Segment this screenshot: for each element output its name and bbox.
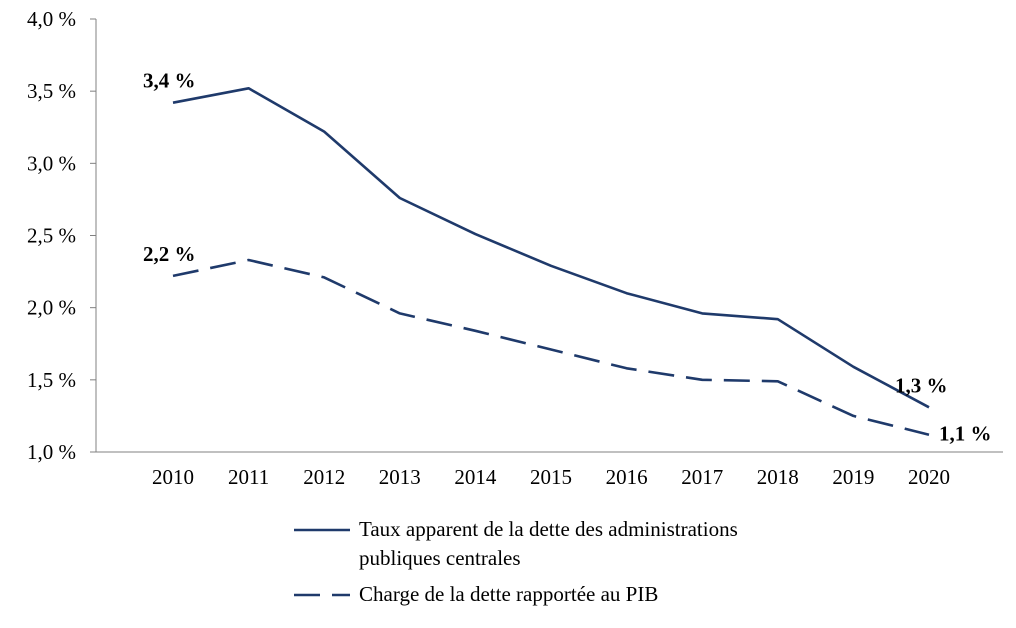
x-tick-label: 2017 xyxy=(681,465,723,489)
y-tick-label: 4,0 % xyxy=(27,7,76,31)
axes xyxy=(95,19,1003,453)
legend: Taux apparent de la dette des administra… xyxy=(294,517,738,606)
series-line-1 xyxy=(172,87,930,409)
y-tick-label: 1,0 % xyxy=(27,440,76,464)
series-lines xyxy=(172,87,930,436)
data-label: 1,1 % xyxy=(939,422,992,446)
x-tick-label: 2016 xyxy=(606,465,648,489)
x-tick-label: 2011 xyxy=(228,465,269,489)
y-tick-label: 2,5 % xyxy=(27,224,76,248)
legend-label-1: publiques centrales xyxy=(359,546,521,570)
y-tick-label: 3,5 % xyxy=(27,79,76,103)
x-tick-label: 2012 xyxy=(303,465,345,489)
legend-label-2: Charge de la dette rapportée au PIB xyxy=(359,582,658,606)
x-tick-label: 2014 xyxy=(454,465,497,489)
x-tick-label: 2010 xyxy=(152,465,194,489)
y-tick-label: 1,5 % xyxy=(27,368,76,392)
data-labels: 3,4 % 1,3 % 2,2 % 1,1 % xyxy=(143,69,992,446)
x-tick-label: 2020 xyxy=(908,465,950,489)
x-tick-label: 2013 xyxy=(379,465,421,489)
data-label: 3,4 % xyxy=(143,69,196,93)
x-tick-label: 2015 xyxy=(530,465,572,489)
data-label: 2,2 % xyxy=(143,242,196,266)
legend-label-1: Taux apparent de la dette des administra… xyxy=(359,517,738,541)
data-label: 1,3 % xyxy=(895,373,948,397)
series-line-2 xyxy=(172,258,930,436)
y-tick-label: 2,0 % xyxy=(27,296,76,320)
x-tick-label: 2019 xyxy=(832,465,874,489)
y-axis-ticks: 1,0 % 1,5 % 2,0 % 2,5 % 3,0 % 3,5 % 4,0 % xyxy=(27,7,96,464)
y-tick-label: 3,0 % xyxy=(27,151,76,175)
x-axis-ticks: 2010 2011 2012 2013 2014 2015 2016 2017 2018 2019… xyxy=(152,465,950,489)
x-tick-label: 2018 xyxy=(757,465,799,489)
